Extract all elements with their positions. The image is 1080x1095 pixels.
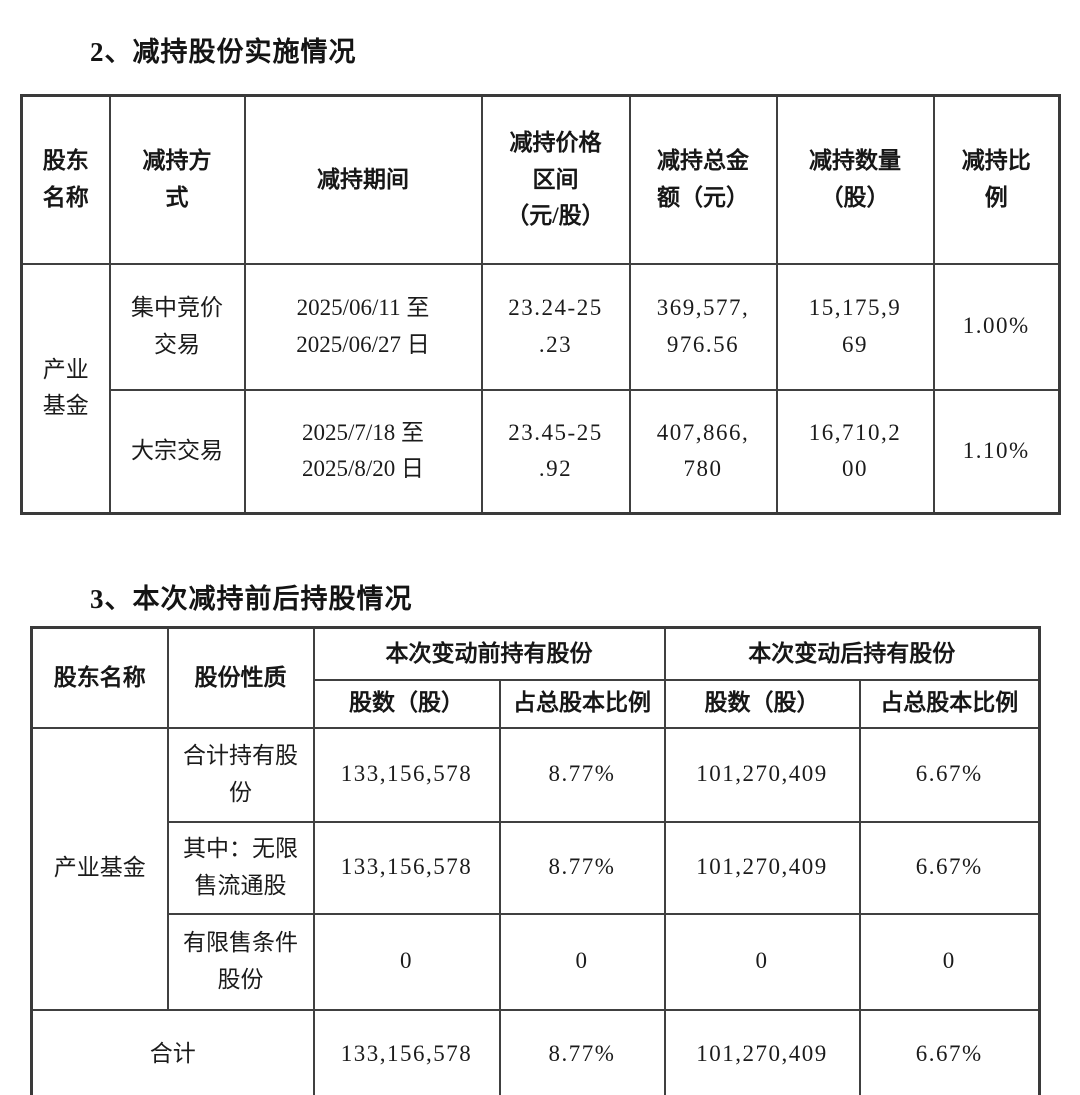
t1-header-period: 减持期间 bbox=[243, 94, 483, 265]
t1-row1-price-range: 23.24-25 .23 bbox=[480, 262, 631, 391]
t2-header-after-ratio: 占总股本比例 bbox=[858, 678, 1041, 729]
t1-header-quantity: 减持数量 （股） bbox=[775, 94, 935, 265]
t1-header-method: 减持方 式 bbox=[108, 94, 246, 265]
t2-row-unrestricted: 其中：无限 售流通股 133,156,578 8.77% 101,270,409… bbox=[32, 820, 1041, 915]
t2-total-before-ratio: 8.77% bbox=[498, 1008, 666, 1095]
t2-row1-before-ratio: 8.77% bbox=[498, 726, 666, 823]
t1-row2-ratio: 1.10% bbox=[932, 388, 1061, 515]
t2-row3-before-shares: 0 bbox=[312, 912, 501, 1011]
reduction-implementation-table: 股东 名称 减持方 式 减持期间 减持价格 区间 （元/股） 减持总金 额（元）… bbox=[20, 94, 1061, 515]
t1-shareholder-cell: 产业 基金 bbox=[20, 262, 111, 515]
t1-row-block-trade: 大宗交易 2025/7/18 至 2025/8/20 日 23.45-25 .9… bbox=[22, 388, 1061, 515]
t2-total-after-shares: 101,270,409 bbox=[663, 1008, 861, 1095]
t2-group-header-row: 股东名称 股份性质 本次变动前持有股份 本次变动后持有股份 bbox=[30, 626, 1041, 729]
t1-row2-period: 2025/7/18 至 2025/8/20 日 bbox=[243, 388, 483, 515]
t2-total-before-shares: 133,156,578 bbox=[312, 1008, 501, 1095]
t2-total-after-ratio: 6.67% bbox=[858, 1008, 1041, 1095]
t2-header-after-group: 本次变动后持有股份 bbox=[663, 626, 1041, 681]
t2-row-restricted: 有限售条件 股份 0 0 0 0 bbox=[32, 912, 1041, 1011]
t1-row1-period: 2025/06/11 至 2025/06/27 日 bbox=[243, 262, 483, 391]
t2-total-label: 合计 bbox=[30, 1008, 315, 1095]
section3-title: 3、本次减持前后持股情况 bbox=[90, 584, 413, 614]
t2-row2-after-ratio: 6.67% bbox=[858, 820, 1041, 915]
t1-row1-ratio: 1.00% bbox=[932, 262, 1061, 391]
t2-total-row: 合计 133,156,578 8.77% 101,270,409 6.67% bbox=[30, 1008, 1041, 1095]
t1-row2-price-range: 23.45-25 .92 bbox=[480, 388, 631, 515]
t1-row2-quantity: 16,710,2 00 bbox=[775, 388, 935, 515]
t2-row3-after-shares: 0 bbox=[663, 912, 861, 1011]
t2-header-before-shares: 股数（股） bbox=[312, 678, 501, 729]
t1-header-total-amount: 减持总金 额（元） bbox=[628, 94, 778, 265]
t1-header-ratio: 减持比 例 bbox=[932, 94, 1061, 265]
shareholding-before-after-table: 股东名称 股份性质 本次变动前持有股份 本次变动后持有股份 股数（股） 占总股本… bbox=[30, 626, 1041, 1095]
t2-sub-header-row: 股数（股） 占总股本比例 股数（股） 占总股本比例 bbox=[32, 678, 1041, 729]
t2-row3-nature: 有限售条件 股份 bbox=[166, 912, 315, 1011]
section2-title: 2、减持股份实施情况 bbox=[90, 37, 357, 67]
t1-row1-total-amount: 369,577, 976.56 bbox=[628, 262, 778, 391]
t1-row2-total-amount: 407,866, 780 bbox=[628, 388, 778, 515]
t2-row1-nature: 合计持有股 份 bbox=[166, 726, 315, 823]
t2-shareholder-cell: 产业基金 bbox=[30, 726, 169, 1011]
t2-row2-nature: 其中：无限 售流通股 bbox=[166, 820, 315, 915]
t2-header-after-shares: 股数（股） bbox=[663, 678, 861, 729]
t2-row-total-held: 产业基金 合计持有股 份 133,156,578 8.77% 101,270,4… bbox=[30, 726, 1041, 1011]
t1-row2-method: 大宗交易 bbox=[108, 388, 246, 515]
t2-row1-before-shares: 133,156,578 bbox=[312, 726, 501, 823]
t2-header-before-group: 本次变动前持有股份 bbox=[312, 626, 666, 681]
t2-row3-before-ratio: 0 bbox=[498, 912, 666, 1011]
t2-header-before-ratio: 占总股本比例 bbox=[498, 678, 666, 729]
t2-row1-after-shares: 101,270,409 bbox=[663, 726, 861, 823]
t1-row1-quantity: 15,175,9 69 bbox=[775, 262, 935, 391]
t2-row1-after-ratio: 6.67% bbox=[858, 726, 1041, 823]
t1-header-row: 股东 名称 减持方 式 减持期间 减持价格 区间 （元/股） 减持总金 额（元）… bbox=[20, 94, 1061, 265]
t1-row-centralized-bidding: 产业 基金 集中竞价 交易 2025/06/11 至 2025/06/27 日 … bbox=[20, 262, 1061, 515]
t2-header-shareholder-name: 股东名称 bbox=[30, 626, 169, 729]
t1-header-shareholder-name: 股东 名称 bbox=[20, 94, 111, 265]
t2-row3-after-ratio: 0 bbox=[858, 912, 1041, 1011]
t1-header-price-range: 减持价格 区间 （元/股） bbox=[480, 94, 631, 265]
t2-row2-after-shares: 101,270,409 bbox=[663, 820, 861, 915]
t2-row2-before-ratio: 8.77% bbox=[498, 820, 666, 915]
t1-row1-method: 集中竞价 交易 bbox=[108, 262, 246, 391]
t2-header-share-nature: 股份性质 bbox=[166, 626, 315, 729]
t2-row2-before-shares: 133,156,578 bbox=[312, 820, 501, 915]
